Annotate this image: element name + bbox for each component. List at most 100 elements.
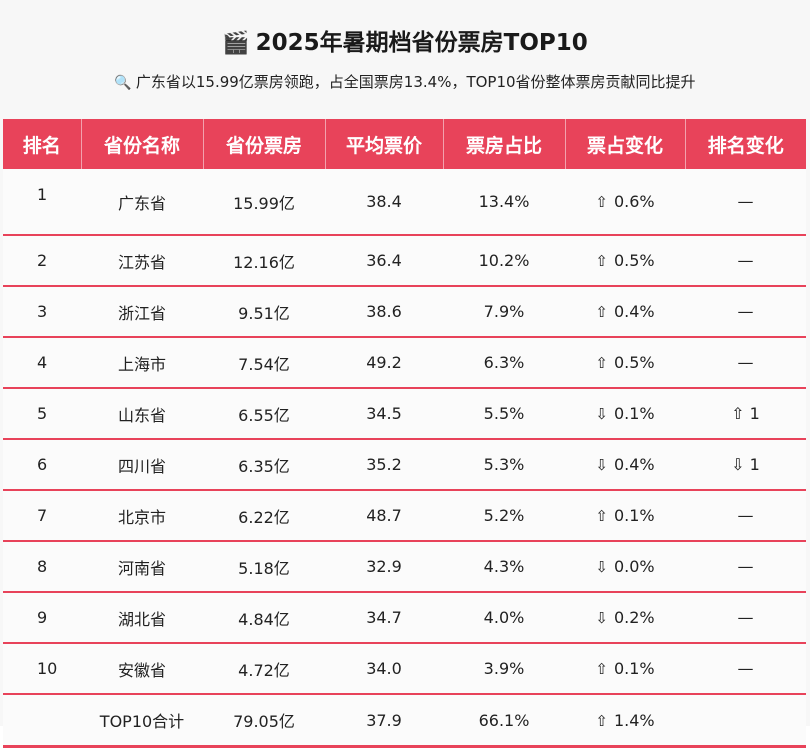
share-direction-icon: ⇧ bbox=[595, 507, 608, 525]
rank-cell: 7 bbox=[3, 490, 81, 542]
table-row: 3 浙江省 9.51亿 38.6 7.9% ⇧ 0.4% — bbox=[3, 286, 806, 338]
page-title-text: 2025年暑期档省份票房TOP10 bbox=[255, 30, 588, 56]
province-cell: 广东省 bbox=[81, 169, 203, 236]
share-direction-icon: ⇩ bbox=[595, 456, 608, 474]
share-change-value: 0.1% bbox=[613, 506, 655, 525]
share-change-cell: ⇩ 0.2% bbox=[565, 592, 685, 644]
avg-price-cell: 38.4 bbox=[325, 169, 443, 236]
header-rank: 排名 bbox=[3, 119, 82, 169]
share-change-value: 0.2% bbox=[613, 608, 655, 627]
header-province: 省份名称 bbox=[81, 119, 204, 169]
rank-change-cell: — bbox=[685, 541, 806, 593]
share-change-value: 0.4% bbox=[613, 302, 655, 321]
avg-price-cell: 32.9 bbox=[325, 541, 443, 593]
province-cell: 四川省 bbox=[81, 439, 203, 491]
header-row: 排名 省份名称 省份票房 平均票价 票房占比 票占变化 排名变化 bbox=[3, 119, 806, 169]
total-label: TOP10合计 bbox=[81, 694, 203, 748]
page-subtitle-text: 广东省以15.99亿票房领跑，占全国票房13.4%，TOP10省份整体票房贡献同… bbox=[135, 73, 696, 91]
page-subtitle: 🔍 广东省以15.99亿票房领跑，占全国票房13.4%，TOP10省份整体票房贡献… bbox=[0, 70, 810, 95]
province-cell: 安徽省 bbox=[81, 643, 203, 695]
province-cell: 浙江省 bbox=[81, 286, 203, 338]
avg-price-cell: 36.4 bbox=[325, 235, 443, 287]
share-change-cell: ⇩ 0.0% bbox=[565, 541, 685, 593]
share-cell: 5.2% bbox=[443, 490, 565, 542]
table-row: 5 山东省 6.55亿 34.5 5.5% ⇩ 0.1% ⇧ 1 bbox=[3, 388, 806, 440]
box-office-cell: 4.84亿 bbox=[203, 592, 325, 644]
rank-cell: 9 bbox=[3, 592, 81, 644]
rank-cell: 8 bbox=[3, 541, 81, 593]
share-change-cell: ⇧ 0.5% bbox=[565, 337, 685, 389]
share-change-value: 0.5% bbox=[613, 251, 655, 270]
header-box-office: 省份票房 bbox=[203, 119, 326, 169]
share-cell: 5.3% bbox=[443, 439, 565, 491]
share-change-cell: ⇧ 0.5% bbox=[565, 235, 685, 287]
province-cell: 河南省 bbox=[81, 541, 203, 593]
share-change-value: 0.1% bbox=[613, 659, 655, 678]
province-cell: 江苏省 bbox=[81, 235, 203, 287]
rank-cell: 10 bbox=[3, 643, 81, 695]
box-office-cell: 9.51亿 bbox=[203, 286, 325, 338]
table-body: 1 广东省 15.99亿 38.4 13.4% ⇧ 0.6% — 2 江苏省 12… bbox=[3, 169, 806, 748]
share-cell: 3.9% bbox=[443, 643, 565, 695]
ranking-table: 排名 省份名称 省份票房 平均票价 票房占比 票占变化 排名变化 1 广东省 1… bbox=[3, 119, 806, 748]
table-row: 7 北京市 6.22亿 48.7 5.2% ⇧ 0.1% — bbox=[3, 490, 806, 542]
share-direction-icon: ⇧ bbox=[595, 252, 608, 270]
share-change-cell: ⇩ 0.1% bbox=[565, 388, 685, 440]
share-change-value: 0.6% bbox=[613, 192, 655, 211]
share-cell: 7.9% bbox=[443, 286, 565, 338]
table-row: 1 广东省 15.99亿 38.4 13.4% ⇧ 0.6% — bbox=[3, 169, 806, 236]
total-box-office: 79.05亿 bbox=[203, 694, 325, 748]
rank-change-cell: — bbox=[685, 337, 806, 389]
table-row: 8 河南省 5.18亿 32.9 4.3% ⇩ 0.0% — bbox=[3, 541, 806, 593]
table-row: 6 四川省 6.35亿 35.2 5.3% ⇩ 0.4% ⇩ 1 bbox=[3, 439, 806, 491]
clapperboard-icon: 🎬 bbox=[222, 31, 250, 56]
table-row: 9 湖北省 4.84亿 34.7 4.0% ⇩ 0.2% — bbox=[3, 592, 806, 644]
share-change-cell: ⇧ 0.1% bbox=[565, 490, 685, 542]
rank-change-cell: — bbox=[685, 490, 806, 542]
rank-cell: 2 bbox=[3, 235, 81, 287]
rank-change-cell: — bbox=[685, 235, 806, 287]
rank-change-cell: ⇧ 1 bbox=[685, 388, 806, 440]
share-direction-icon: ⇩ bbox=[595, 405, 608, 423]
rank-change-cell: — bbox=[685, 286, 806, 338]
rank-cell: 4 bbox=[3, 337, 81, 389]
share-change-value: 1.4% bbox=[613, 710, 655, 730]
share-cell: 6.3% bbox=[443, 337, 565, 389]
avg-price-cell: 35.2 bbox=[325, 439, 443, 491]
rank-change-cell: — bbox=[685, 643, 806, 695]
box-office-cell: 5.18亿 bbox=[203, 541, 325, 593]
table-row: 2 江苏省 12.16亿 36.4 10.2% ⇧ 0.5% — bbox=[3, 235, 806, 287]
box-office-cell: 7.54亿 bbox=[203, 337, 325, 389]
share-cell: 13.4% bbox=[443, 169, 565, 236]
rank-change-cell: ⇩ 1 bbox=[685, 439, 806, 491]
province-cell: 上海市 bbox=[81, 337, 203, 389]
province-cell: 湖北省 bbox=[81, 592, 203, 644]
share-cell: 5.5% bbox=[443, 388, 565, 440]
share-change-cell: ⇧ 0.6% bbox=[565, 169, 685, 236]
page-title: 🎬 2025年暑期档省份票房TOP10 bbox=[0, 26, 810, 61]
box-office-cell: 6.22亿 bbox=[203, 490, 325, 542]
total-rank-change bbox=[685, 694, 806, 748]
header-avg-price: 平均票价 bbox=[325, 119, 444, 169]
rank-change-cell: — bbox=[685, 169, 806, 236]
total-share: 66.1% bbox=[443, 694, 565, 748]
total-avg-price: 37.9 bbox=[325, 694, 443, 748]
rank-cell: 6 bbox=[3, 439, 81, 491]
share-change-value: 0.4% bbox=[613, 455, 655, 474]
share-direction-icon: ⇧ bbox=[595, 660, 608, 678]
share-change-cell: ⇧ 0.4% bbox=[565, 286, 685, 338]
share-change-value: 0.1% bbox=[613, 404, 655, 423]
avg-price-cell: 34.7 bbox=[325, 592, 443, 644]
rank-change-cell: — bbox=[685, 592, 806, 644]
box-office-cell: 15.99亿 bbox=[203, 169, 325, 236]
avg-price-cell: 38.6 bbox=[325, 286, 443, 338]
province-cell: 山东省 bbox=[81, 388, 203, 440]
share-direction-icon: ⇧ bbox=[595, 354, 608, 372]
share-change-cell: ⇧ 0.1% bbox=[565, 643, 685, 695]
share-cell: 4.0% bbox=[443, 592, 565, 644]
share-cell: 10.2% bbox=[443, 235, 565, 287]
share-direction-icon: ⇧ bbox=[595, 303, 608, 321]
share-direction-icon: ⇧ bbox=[595, 711, 608, 730]
avg-price-cell: 48.7 bbox=[325, 490, 443, 542]
table-row: 10 安徽省 4.72亿 34.0 3.9% ⇧ 0.1% — bbox=[3, 643, 806, 695]
